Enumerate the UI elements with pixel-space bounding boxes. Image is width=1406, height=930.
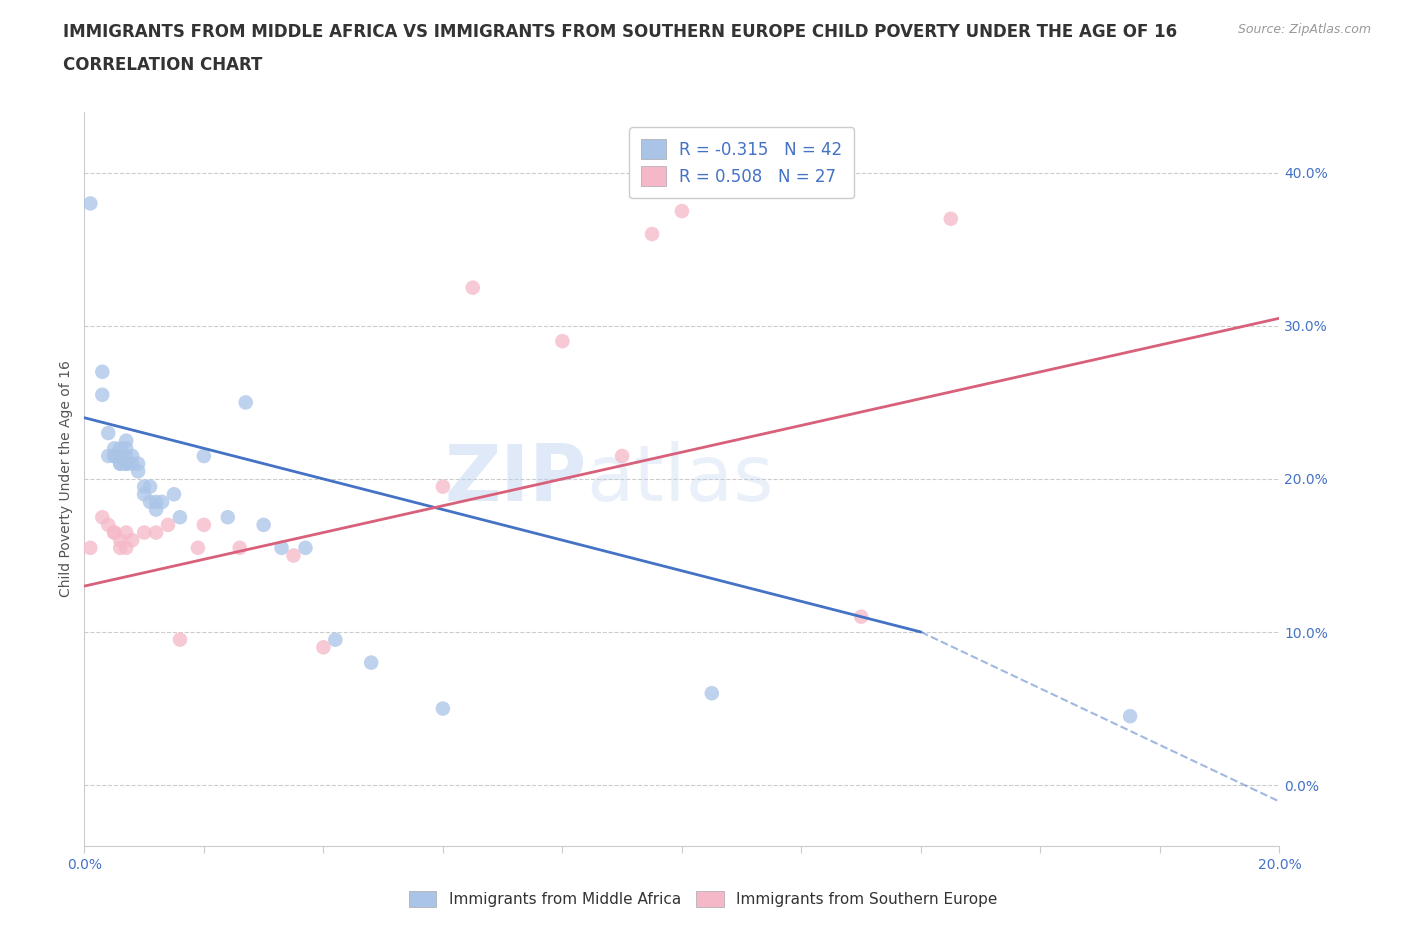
Text: atlas: atlas — [586, 441, 773, 517]
Point — [110, 457, 132, 472]
Point — [939, 211, 962, 226]
Point — [97, 426, 120, 441]
Point — [139, 479, 162, 494]
Point — [127, 457, 149, 472]
Point — [115, 457, 138, 472]
Point — [312, 640, 335, 655]
Point — [700, 685, 723, 700]
Point — [121, 533, 143, 548]
Point — [127, 464, 149, 479]
Text: ZIP: ZIP — [444, 441, 586, 517]
Point — [1119, 709, 1142, 724]
Point — [97, 448, 120, 463]
Text: CORRELATION CHART: CORRELATION CHART — [63, 56, 263, 73]
Point — [612, 448, 634, 463]
Point — [283, 548, 305, 563]
Point — [132, 525, 156, 540]
Point — [79, 540, 101, 555]
Point — [139, 495, 162, 510]
Point — [193, 448, 215, 463]
Point — [150, 495, 173, 510]
Legend: Immigrants from Middle Africa, Immigrants from Southern Europe: Immigrants from Middle Africa, Immigrant… — [402, 884, 1004, 913]
Point — [145, 525, 167, 540]
Point — [103, 448, 125, 463]
Point — [91, 510, 114, 525]
Point — [121, 457, 143, 472]
Point — [294, 540, 316, 555]
Y-axis label: Child Poverty Under the Age of 16: Child Poverty Under the Age of 16 — [59, 361, 73, 597]
Point — [187, 540, 209, 555]
Point — [103, 525, 125, 540]
Point — [115, 433, 138, 448]
Point — [193, 517, 215, 532]
Point — [270, 540, 292, 555]
Point — [110, 540, 132, 555]
Point — [103, 448, 125, 463]
Point — [432, 701, 454, 716]
Point — [110, 457, 132, 472]
Point — [851, 609, 873, 624]
Point — [169, 632, 191, 647]
Point — [145, 495, 167, 510]
Text: Source: ZipAtlas.com: Source: ZipAtlas.com — [1237, 23, 1371, 36]
Point — [110, 533, 132, 548]
Point — [360, 655, 382, 670]
Point — [228, 540, 252, 555]
Point — [97, 517, 120, 532]
Point — [551, 334, 574, 349]
Point — [91, 365, 114, 379]
Point — [115, 525, 138, 540]
Legend: R = -0.315   N = 42, R = 0.508   N = 27: R = -0.315 N = 42, R = 0.508 N = 27 — [630, 127, 853, 198]
Point — [157, 517, 180, 532]
Point — [325, 632, 347, 647]
Point — [79, 196, 101, 211]
Point — [169, 510, 191, 525]
Point — [91, 387, 114, 402]
Point — [132, 479, 156, 494]
Point — [115, 457, 138, 472]
Point — [671, 204, 693, 219]
Point — [115, 540, 138, 555]
Point — [235, 395, 257, 410]
Point — [253, 517, 276, 532]
Point — [163, 486, 186, 501]
Point — [145, 502, 167, 517]
Point — [121, 448, 143, 463]
Point — [432, 479, 454, 494]
Point — [103, 441, 125, 456]
Point — [110, 441, 132, 456]
Text: IMMIGRANTS FROM MIDDLE AFRICA VS IMMIGRANTS FROM SOUTHERN EUROPE CHILD POVERTY U: IMMIGRANTS FROM MIDDLE AFRICA VS IMMIGRA… — [63, 23, 1177, 41]
Point — [115, 457, 138, 472]
Point — [132, 486, 156, 501]
Point — [103, 525, 125, 540]
Point — [110, 448, 132, 463]
Point — [115, 448, 138, 463]
Point — [115, 441, 138, 456]
Point — [217, 510, 239, 525]
Point — [461, 280, 484, 295]
Point — [641, 227, 664, 242]
